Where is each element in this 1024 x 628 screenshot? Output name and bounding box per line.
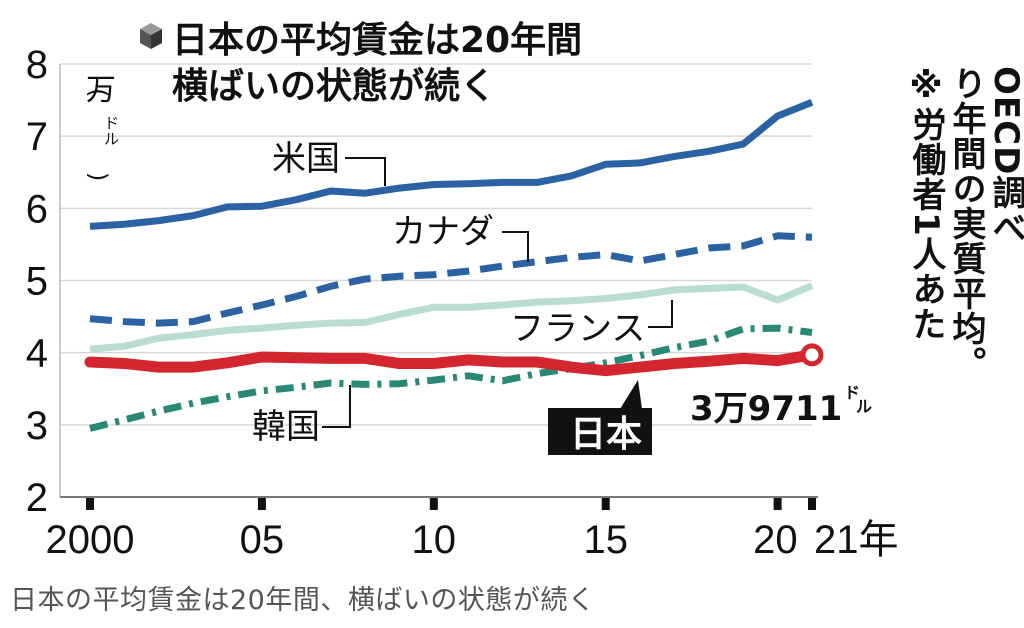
series-line-カナダ [89,232,813,327]
svg-text:フランス: フランス [510,309,645,349]
leader-line-米国 [345,157,386,186]
label-box-日本 [548,408,652,455]
chart-title-line2: 横ばいの状態が続く [172,66,496,107]
x-tick-label-21年: 21年 [814,518,899,562]
series-line-日本 [84,349,818,377]
x-tick-05 [257,498,266,510]
series-line-韓国 [89,324,813,432]
svg-text:): ) [84,172,112,181]
x-tick-20 [773,498,782,510]
y-tick-label-5: 5 [26,260,48,304]
series-endpoint-日本 [800,343,824,367]
leader-line-カナダ [502,231,529,262]
series-label-日本: 日本 [548,396,652,455]
x-tick-2000 [86,498,94,510]
x-tick-label-15: 15 [583,518,628,562]
x-tick-label-2000: 2000 [46,518,135,562]
x-tick-label-05: 05 [240,518,285,562]
value-annotation-text: 3万9711 [690,389,842,429]
y-tick-label-2: 2 [26,476,48,520]
y-unit-sub: ドル [104,114,119,148]
svg-text:米国: 米国 [272,139,340,179]
value-annotation-unit: ドル [844,383,872,416]
series-lines [84,98,824,432]
series-line-フランス [89,282,814,353]
svg-text:韓国: 韓国 [252,407,320,447]
y-tick-label-3: 3 [26,404,48,448]
series-label-米国: 米国 [272,139,386,186]
svg-text:(: ( [84,88,112,97]
x-tick-10 [429,498,438,510]
x-tick-label-10: 10 [412,518,457,562]
note-line-2: り年間の実質平均。 [946,66,986,381]
label-pointer-日本 [620,380,642,409]
chart-title-line1: 日本の平均賃金は20年間 [172,19,582,61]
x-tick-15 [601,498,610,510]
leader-line-韓国 [322,385,351,428]
figure-caption: 日本の平均賃金は20年間、横ばいの状態が続く [10,585,596,616]
leader-line-フランス [648,300,673,328]
gridlines: 2 3 4 5 6 7 8 [26,43,818,520]
y-tick-label-6: 6 [26,187,48,231]
box-icon [140,23,162,49]
x-tick-21年 [808,498,816,510]
y-unit-main: 万 [86,73,116,108]
y-unit-label: ( 万 ドル ) [84,73,119,181]
value-annotation: 3万9711 ドル [690,383,872,429]
axis-ticks: 2000 05 10 15 20 21年 [46,498,899,562]
svg-text:カナダ: カナダ [392,212,494,252]
svg-text:日本: 日本 [570,414,642,455]
note-line-3: OECD調べ [986,66,1024,246]
series-line-米国 [89,98,814,230]
series-label-韓国: 韓国 [252,385,351,447]
y-tick-label-7: 7 [26,115,48,159]
note-line-1: ※労働者1人あた [906,66,946,342]
y-tick-label-8: 8 [26,43,48,87]
series-label-カナダ: カナダ [392,212,529,262]
y-tick-label-4: 4 [26,332,48,376]
series-label-フランス: フランス [510,300,673,349]
x-tick-label-20: 20 [753,518,798,562]
